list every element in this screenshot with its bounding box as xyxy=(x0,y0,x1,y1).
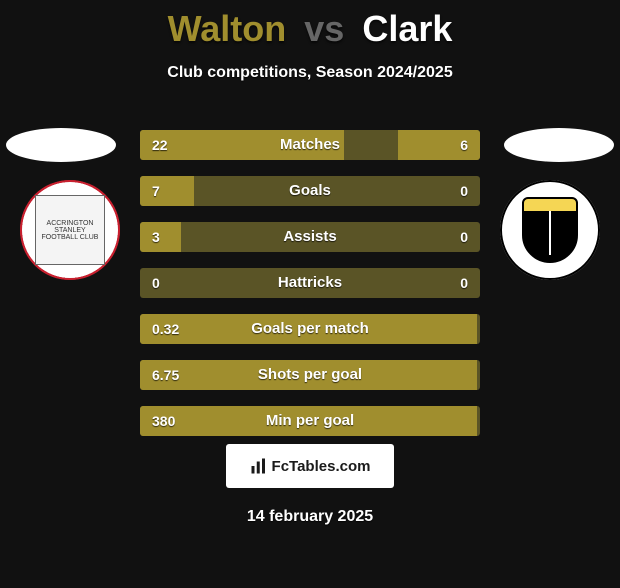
footer-brand-text: FcTables.com xyxy=(272,458,371,475)
player2-silhouette xyxy=(504,128,614,162)
stat-label: Goals xyxy=(140,176,480,206)
stat-label: Goals per match xyxy=(140,314,480,344)
stat-label: Shots per goal xyxy=(140,360,480,390)
stat-label: Matches xyxy=(140,130,480,160)
stat-bar-row: 380Min per goal xyxy=(140,406,480,436)
club-crest-left: ACCRINGTON STANLEY FOOTBALL CLUB xyxy=(20,180,120,280)
stat-label: Hattricks xyxy=(140,268,480,298)
subtitle: Club competitions, Season 2024/2025 xyxy=(0,64,620,82)
player1-name: Walton xyxy=(168,8,287,49)
player1-silhouette xyxy=(6,128,116,162)
vs-text: vs xyxy=(304,8,344,49)
stat-bar-row: 226Matches xyxy=(140,130,480,160)
crest-left-label: ACCRINGTON STANLEY FOOTBALL CLUB xyxy=(35,195,105,265)
player2-name: Clark xyxy=(362,8,452,49)
stat-bar-row: 6.75Shots per goal xyxy=(140,360,480,390)
stat-bar-row: 30Assists xyxy=(140,222,480,252)
stat-label: Min per goal xyxy=(140,406,480,436)
chart-icon xyxy=(250,457,268,475)
stat-label: Assists xyxy=(140,222,480,252)
stat-bars: 226Matches 70Goals 30Assists 00Hattricks 0.3… xyxy=(140,130,480,452)
date-text: 14 february 2025 xyxy=(0,508,620,526)
stat-bar-row: 00Hattricks xyxy=(140,268,480,298)
footer-brand-box: FcTables.com xyxy=(226,444,394,488)
crest-right-shield xyxy=(522,197,578,263)
club-crest-right xyxy=(500,180,600,280)
stat-bar-row: 70Goals xyxy=(140,176,480,206)
comparison-title: Walton vs Clark xyxy=(0,8,620,50)
stat-bar-row: 0.32Goals per match xyxy=(140,314,480,344)
